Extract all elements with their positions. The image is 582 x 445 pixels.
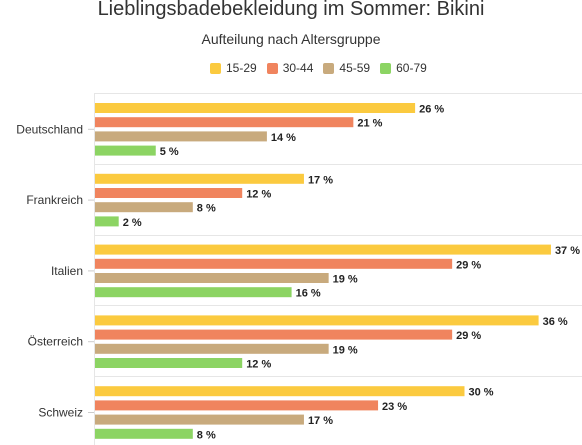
category-label: Italien bbox=[51, 264, 83, 278]
data-label: 14 % bbox=[271, 132, 296, 144]
legend-item-45-59[interactable]: 45-59 bbox=[323, 61, 370, 75]
legend-swatch bbox=[380, 62, 392, 74]
bar bbox=[94, 343, 329, 354]
bar bbox=[94, 173, 304, 184]
legend: 15-29 30-44 45-59 60-79 bbox=[210, 60, 437, 76]
data-label: 21 % bbox=[357, 118, 382, 130]
bar bbox=[94, 202, 193, 213]
category-label: Schweiz bbox=[38, 406, 83, 420]
bar bbox=[94, 358, 243, 368]
legend-item-15-29[interactable]: 15-29 bbox=[210, 61, 257, 75]
data-label: 19 % bbox=[333, 344, 358, 356]
legend-swatch bbox=[323, 62, 335, 74]
data-label: 2 % bbox=[123, 217, 142, 229]
bar bbox=[94, 117, 354, 128]
bar bbox=[94, 273, 329, 283]
data-label: 36 % bbox=[543, 316, 568, 328]
data-label: 29 % bbox=[456, 330, 481, 342]
data-label: 19 % bbox=[333, 274, 358, 286]
legend-item-30-44[interactable]: 30-44 bbox=[266, 61, 314, 75]
data-label: 17 % bbox=[308, 415, 333, 427]
bar bbox=[94, 244, 551, 255]
bar bbox=[94, 386, 465, 397]
legend-label: 60-79 bbox=[396, 61, 427, 75]
category-label: Deutschland bbox=[16, 122, 83, 136]
bar bbox=[94, 414, 304, 425]
category-label: Österreich bbox=[28, 335, 83, 349]
bar bbox=[94, 428, 193, 439]
legend-item-60-79[interactable]: 60-79 bbox=[380, 61, 427, 75]
bar bbox=[94, 329, 453, 340]
data-label: 23 % bbox=[382, 401, 407, 413]
legend-swatch bbox=[210, 62, 221, 74]
data-label: 12 % bbox=[246, 359, 271, 371]
data-label: 8 % bbox=[197, 203, 216, 215]
data-label: 29 % bbox=[456, 259, 481, 271]
legend-label: 15-29 bbox=[226, 61, 257, 75]
bar bbox=[94, 400, 379, 411]
bar bbox=[94, 216, 119, 227]
chart-subtitle: Aufteilung nach Altersgruppe bbox=[201, 31, 381, 47]
bar bbox=[94, 258, 453, 269]
bar bbox=[94, 145, 156, 156]
bar bbox=[94, 315, 539, 326]
category-label: Frankreich bbox=[26, 193, 83, 207]
data-label: 16 % bbox=[296, 288, 321, 300]
data-label: 8 % bbox=[197, 429, 216, 441]
bar bbox=[94, 131, 267, 142]
bar bbox=[94, 103, 416, 113]
data-label: 30 % bbox=[469, 387, 494, 399]
legend-swatch bbox=[266, 62, 278, 74]
bar bbox=[94, 188, 243, 198]
legend-label: 45-59 bbox=[339, 61, 371, 75]
data-label: 12 % bbox=[246, 189, 271, 201]
legend-label: 30-44 bbox=[282, 61, 314, 75]
data-label: 17 % bbox=[308, 174, 333, 186]
data-label: 26 % bbox=[419, 104, 444, 116]
data-label: 37 % bbox=[555, 245, 580, 257]
data-label: 5 % bbox=[160, 146, 179, 158]
chart-title: Lieblingsbadebekleidung im Sommer: Bikin… bbox=[97, 0, 485, 20]
bar bbox=[94, 287, 292, 298]
